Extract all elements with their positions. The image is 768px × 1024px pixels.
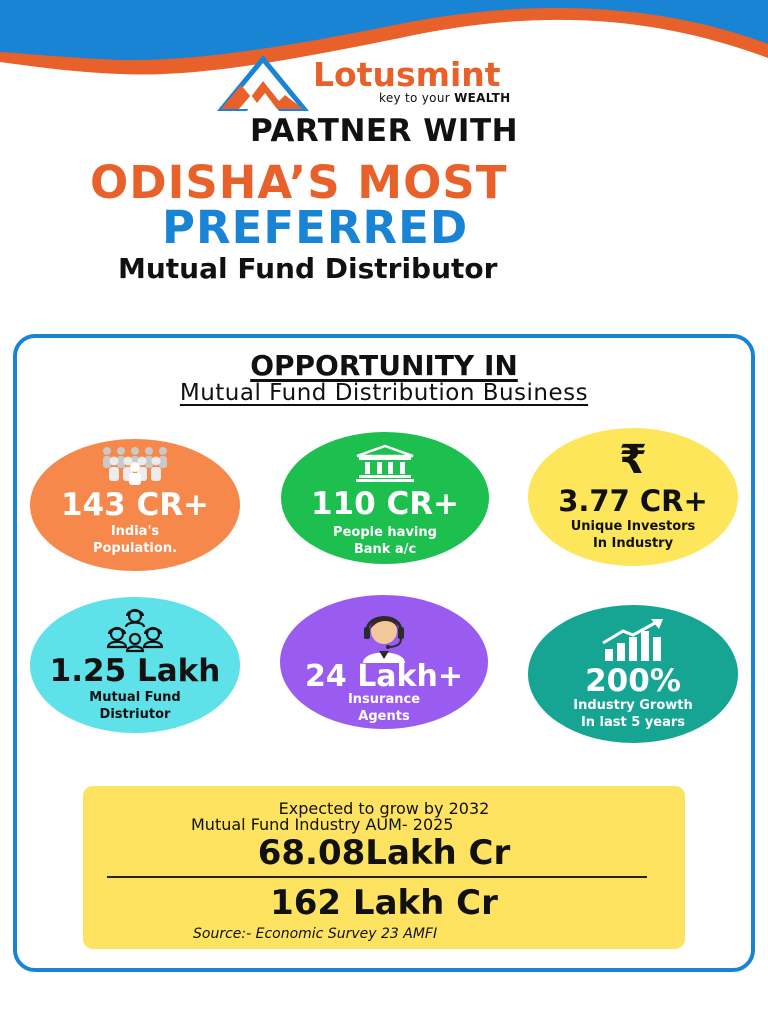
opportunity-title: OPPORTUNITY IN bbox=[250, 349, 518, 382]
growth-expected-text: Expected to grow by 2032 bbox=[278, 799, 490, 818]
growth-source: Source:- Economic Survey 23 AMFI bbox=[193, 926, 438, 942]
brand-tagline-emphasis: WEALTH bbox=[454, 91, 511, 105]
stat-label-line1: Mutual Fund bbox=[89, 690, 181, 705]
stat-value: 24 Lakh+ bbox=[305, 659, 463, 694]
growth-divider bbox=[107, 876, 647, 878]
rupee-icon: ₹ bbox=[619, 437, 647, 483]
stat-label-line1: Insurance bbox=[347, 692, 421, 707]
bank-icon bbox=[356, 444, 414, 482]
people-group-icon bbox=[103, 447, 167, 485]
stat-unique-investors: ₹ 3.77 CR+ Unique Investors In Industry bbox=[528, 428, 738, 566]
stat-industry-growth: 200% Industry Growth In last 5 years bbox=[528, 605, 738, 743]
stat-label-line2: Population. bbox=[92, 541, 178, 556]
headline-preferred: PREFERRED bbox=[162, 201, 469, 254]
stat-label-line1: Industry Growth bbox=[573, 698, 693, 713]
stat-label-line2: In Industry bbox=[592, 536, 674, 551]
stat-label-line2: In last 5 years bbox=[580, 715, 686, 730]
growth-future-value: 162 Lakh Cr bbox=[270, 883, 498, 923]
stat-label-line1: India's bbox=[110, 524, 160, 539]
stat-value: 200% bbox=[585, 663, 681, 699]
headline-odisha-most: ODISHA’S MOST bbox=[90, 156, 508, 209]
stat-label: India's Population. bbox=[30, 523, 240, 557]
growth-aum-text: Mutual Fund Industry AUM- 2025 bbox=[191, 815, 454, 834]
brand-tagline: key to your WEALTH bbox=[379, 91, 511, 105]
stat-label: Unique Investors In Industry bbox=[528, 518, 738, 552]
opportunity-subtitle: Mutual Fund Distribution Business bbox=[179, 380, 589, 406]
stat-population: 143 CR+ India's Population. bbox=[30, 439, 240, 571]
stat-label: Mutual Fund Distriutor bbox=[30, 689, 240, 723]
lotusmint-mountain-logo-icon bbox=[217, 55, 309, 111]
brand-tagline-prefix: key to your bbox=[379, 91, 450, 105]
team-icon bbox=[106, 608, 164, 653]
stat-label-line2: Distriutor bbox=[99, 707, 171, 722]
aum-growth-box: Expected to grow by 2032 Mutual Fund Ind… bbox=[83, 786, 685, 949]
stat-label-line2: Agents bbox=[358, 709, 410, 724]
header-wave-decoration bbox=[0, 0, 768, 75]
stat-bank-accounts: 110 CR+ People having Bank a/c bbox=[281, 432, 489, 564]
headline-partner-with: PARTNER WITH bbox=[249, 113, 519, 149]
stat-mf-distributors: 1.25 Lakh Mutual Fund Distriutor bbox=[30, 597, 240, 733]
stat-label-line1: Unique Investors bbox=[570, 519, 696, 534]
stat-label: Insurance Agents bbox=[280, 691, 488, 725]
headset-agent-icon bbox=[363, 616, 405, 663]
stat-label-line1: People having bbox=[333, 525, 437, 540]
brand-name: Lotusmint bbox=[313, 55, 501, 94]
stat-value: 143 CR+ bbox=[60, 487, 210, 523]
stat-insurance-agents: 24 Lakh+ Insurance Agents bbox=[280, 595, 488, 729]
stat-label: Industry Growth In last 5 years bbox=[528, 697, 738, 731]
brand-logo: Lotusmint key to your WEALTH bbox=[217, 53, 557, 113]
stat-value: 3.77 CR+ bbox=[558, 484, 708, 518]
headline-distributor: Mutual Fund Distributor bbox=[118, 252, 498, 285]
stat-value: 110 CR+ bbox=[310, 486, 460, 522]
stat-label: People having Bank a/c bbox=[281, 524, 489, 558]
growth-current-value: 68.08Lakh Cr bbox=[257, 833, 511, 873]
stat-value: 1.25 Lakh bbox=[49, 653, 221, 689]
stat-label-line2: Bank a/c bbox=[353, 542, 417, 557]
growth-chart-icon bbox=[602, 619, 663, 661]
